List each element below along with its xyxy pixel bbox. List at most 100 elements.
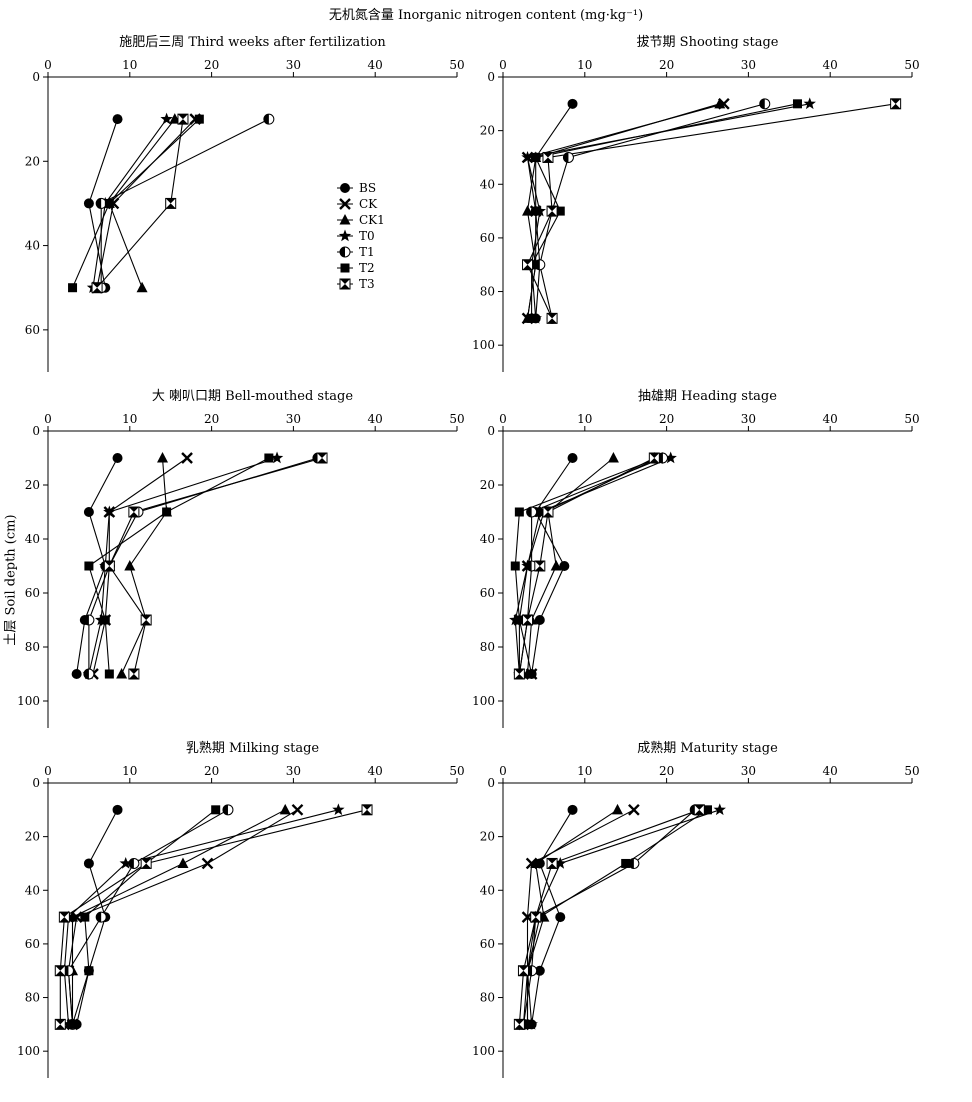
point-t3 [54,965,66,977]
point-t2 [211,805,221,815]
point-ck1 [157,452,169,463]
y-tick-label: 0 [487,424,495,438]
x-tick-label: 20 [204,412,219,426]
point-t3 [522,259,534,271]
point-t2 [555,206,565,216]
legend-marker-bs [340,183,350,193]
point-t1 [263,113,275,125]
point-t2 [514,615,524,625]
point-ck1 [612,803,624,815]
y-tick-label: 60 [25,937,40,951]
series-line-t1 [88,457,319,674]
y-tick-label: 20 [25,830,40,844]
x-tick-label: 0 [499,58,507,72]
point-t3 [648,452,660,464]
point-t1 [526,560,538,572]
series-line-t1 [67,809,229,1025]
point-t0 [533,505,546,518]
point-t3 [140,857,152,869]
series-line-t1 [539,103,765,319]
x-tick-label: 30 [741,58,756,72]
point-t3 [316,452,328,464]
series-line-t0 [88,457,278,675]
point-ck1 [607,452,619,463]
point-bs [567,804,578,815]
point-ck1 [279,803,291,815]
series-line-t2 [88,457,270,675]
x-tick-label: 0 [499,764,507,778]
point-t1 [222,804,234,816]
legend-marker-t0 [338,229,352,242]
panel-title: 乳熟期 Milking stage [186,740,320,756]
series-line-t1 [522,809,696,1025]
x-tick-label: 20 [659,412,674,426]
point-ck1 [530,857,542,868]
series-line-t2 [531,103,798,319]
point-ck1 [550,560,562,571]
point-t0 [713,803,726,816]
panel-2: 拔节期 Shooting stage 0 10 20 30 40 50 0 20 40 60 80 10… [472,35,920,372]
y-tick-label: 40 [480,883,495,897]
y-tick-label: 80 [25,991,40,1005]
y-tick-label: 80 [480,285,495,299]
legend-marker-t2 [340,263,350,273]
legend-label: CK1 [359,213,385,227]
x-tick-label: 30 [741,764,756,778]
panel-5: 乳熟期 Milking stage 0 10 20 30 40 50 0 20 40 60 80 100 [17,740,465,1078]
point-ck1 [177,857,189,868]
figure-title: 无机氮含量 Inorganic nitrogen content (mg·kg⁻… [328,8,644,23]
x-tick-label: 0 [44,58,52,72]
x-tick-label: 30 [286,764,301,778]
point-t1 [95,911,107,923]
panel-3: 大 喇叭口期 Bell-mouthed stage 0 10 20 30 40 50 0 20 4… [17,389,465,728]
point-t3 [542,151,554,163]
point-t0 [103,505,116,518]
point-t3 [890,98,902,110]
legend-label: CK [359,197,378,211]
y-tick-label: 80 [480,640,495,654]
point-t0 [119,856,132,869]
point-t2 [100,615,110,625]
x-tick-label: 30 [286,58,301,72]
point-ck1 [124,560,136,571]
x-tick-label: 50 [904,764,919,778]
y-tick-label: 40 [25,239,40,253]
legend-marker-ck1 [339,214,351,225]
panel-1: 施肥后三周 Third weeks after fertilization 0 10… [25,35,465,372]
point-t2 [264,453,274,463]
point-ck [628,803,640,816]
point-bs [567,98,578,109]
y-tick-label: 20 [480,830,495,844]
x-tick-label: 10 [577,412,592,426]
point-ck [291,803,304,816]
series-line-t0 [526,103,810,319]
y-tick-label: 60 [480,231,495,245]
x-tick-label: 50 [904,412,919,426]
x-tick-label: 50 [449,764,464,778]
point-t2 [510,561,520,571]
point-t0 [803,97,816,110]
y-tick-label: 60 [480,937,495,951]
y-tick-label: 100 [472,694,495,708]
point-ck1 [116,668,128,679]
y-axis-label: 土层 Soil depth (cm) [3,514,19,646]
point-t3 [513,1018,525,1030]
point-t3 [546,205,558,217]
x-tick-label: 40 [823,764,838,778]
x-tick-label: 10 [122,58,137,72]
point-t3 [546,857,558,869]
series-line-t2 [526,809,708,1025]
point-t2 [531,152,541,162]
point-ck1 [522,205,534,216]
point-bs [112,114,123,125]
point-t3 [140,614,152,626]
legend-label: BS [359,181,376,195]
x-tick-label: 40 [368,412,383,426]
panel-title: 大 喇叭口期 Bell-mouthed stage [152,389,353,404]
point-t3 [128,506,140,518]
x-tick-label: 10 [122,764,137,778]
point-t2 [104,669,114,679]
point-ck1 [136,281,148,293]
y-tick-label: 20 [25,154,40,168]
point-bs [83,198,94,209]
